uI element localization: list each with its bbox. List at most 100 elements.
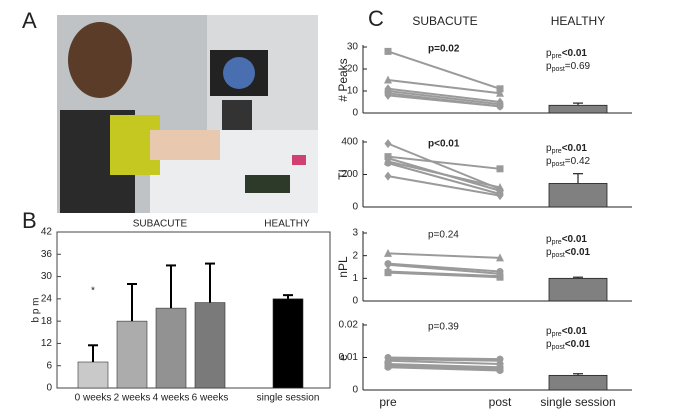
series-line bbox=[387, 366, 501, 372]
point bbox=[384, 139, 392, 149]
p-annotation: p<0.01 bbox=[428, 139, 460, 150]
p-symbol: p bbox=[546, 143, 552, 154]
column-title: HEALTHY bbox=[551, 14, 605, 28]
x-tick-label: post bbox=[489, 395, 512, 409]
point bbox=[384, 171, 392, 181]
bar bbox=[194, 302, 226, 389]
series-line bbox=[387, 263, 501, 275]
photo bbox=[57, 15, 318, 213]
series-line bbox=[387, 359, 501, 365]
y-tick-label: 24 bbox=[41, 293, 53, 304]
point bbox=[384, 159, 392, 167]
bar bbox=[155, 307, 187, 389]
y-tick-label: 200 bbox=[341, 169, 358, 180]
y-tick-label: 30 bbox=[347, 42, 359, 53]
y-tick-label: 0 bbox=[352, 296, 358, 307]
series-line bbox=[387, 270, 501, 278]
p-annotation: ppost<0.01 bbox=[546, 247, 591, 259]
column-title: SUBACUTE bbox=[412, 14, 477, 28]
y-tick-label: 400 bbox=[341, 137, 358, 148]
p-subscript: post bbox=[552, 252, 565, 259]
p-subscript: post bbox=[552, 161, 565, 168]
bar bbox=[548, 374, 608, 391]
y-axis-label: b p m bbox=[31, 297, 42, 322]
point bbox=[496, 183, 504, 191]
y-axis-label: # Peaks bbox=[336, 58, 350, 101]
bar bbox=[548, 104, 608, 114]
panel-label: A bbox=[22, 8, 37, 33]
p-annotation: ppre<0.01 bbox=[546, 234, 587, 246]
p-subscript: pre bbox=[552, 148, 562, 155]
series-line bbox=[387, 175, 501, 197]
p-annotation: p=0.02 bbox=[428, 44, 460, 55]
p-subscript: post bbox=[552, 344, 565, 351]
p-value: <0.01 bbox=[565, 339, 591, 350]
y-tick-label: 0 bbox=[46, 383, 52, 394]
bar bbox=[77, 361, 109, 389]
p-value: =0.42 bbox=[565, 156, 591, 167]
y-tick-label: 36 bbox=[41, 249, 53, 260]
p-annotation: ppost<0.01 bbox=[546, 339, 591, 351]
p-annotation: ppre<0.01 bbox=[546, 326, 587, 338]
group-label: SUBACUTE bbox=[133, 219, 188, 230]
point bbox=[496, 101, 504, 111]
series-line bbox=[387, 160, 501, 189]
y-tick-label: 0.02 bbox=[339, 320, 359, 331]
y-axis-label: TI bbox=[336, 169, 350, 180]
series-line bbox=[387, 94, 501, 108]
series-line bbox=[387, 155, 501, 170]
p-symbol: p bbox=[546, 326, 552, 337]
p-symbol: p bbox=[546, 247, 552, 258]
series-line bbox=[387, 356, 501, 361]
y-tick-label: 20 bbox=[347, 64, 359, 75]
point bbox=[384, 90, 392, 100]
point bbox=[384, 248, 392, 257]
point bbox=[496, 367, 504, 374]
x-tick-label: 4 weeks bbox=[153, 393, 190, 404]
p-value: <0.01 bbox=[562, 234, 588, 245]
series-line bbox=[387, 271, 501, 279]
series-line bbox=[387, 262, 501, 273]
series-line bbox=[387, 142, 501, 191]
p-annotation: p=0.24 bbox=[428, 230, 459, 241]
x-tick-label: single session bbox=[540, 395, 615, 409]
bar bbox=[548, 183, 608, 208]
y-tick-label: 1 bbox=[352, 273, 358, 284]
p-subscript: pre bbox=[552, 239, 562, 246]
series-line bbox=[387, 87, 501, 103]
p-annotation: ppost=0.69 bbox=[546, 61, 591, 73]
group-label: HEALTHY bbox=[264, 219, 310, 230]
point bbox=[384, 363, 392, 371]
point bbox=[496, 273, 504, 281]
series-line bbox=[387, 90, 501, 106]
p-annotation: ppre<0.01 bbox=[546, 48, 587, 60]
series-line bbox=[387, 363, 501, 369]
y-tick-label: 6 bbox=[46, 360, 52, 371]
series-line bbox=[387, 50, 501, 90]
p-symbol: p bbox=[546, 234, 552, 245]
bar bbox=[548, 277, 608, 302]
p-annotation: ppost=0.42 bbox=[546, 156, 591, 168]
y-tick-label: 18 bbox=[41, 316, 53, 327]
y-tick-label: 12 bbox=[41, 338, 53, 349]
point bbox=[496, 253, 504, 262]
point bbox=[496, 88, 504, 97]
series-line bbox=[387, 364, 501, 370]
p-subscript: post bbox=[552, 66, 565, 73]
panel-label: C bbox=[368, 6, 384, 31]
x-tick-label: 2 weeks bbox=[114, 393, 151, 404]
y-tick-label: 10 bbox=[347, 86, 359, 97]
p-symbol: p bbox=[546, 61, 552, 72]
series-line bbox=[387, 79, 501, 95]
y-tick-label: 2 bbox=[352, 250, 358, 261]
p-annotation: p=0.39 bbox=[428, 322, 459, 333]
y-tick-label: 42 bbox=[41, 227, 53, 238]
bar bbox=[272, 298, 304, 389]
p-subscript: pre bbox=[552, 53, 562, 60]
p-value: <0.01 bbox=[562, 48, 588, 59]
x-tick-label: 0 weeks bbox=[75, 393, 112, 404]
p-value: =0.69 bbox=[565, 61, 591, 72]
series-line bbox=[387, 162, 501, 195]
p-value: <0.01 bbox=[562, 143, 588, 154]
